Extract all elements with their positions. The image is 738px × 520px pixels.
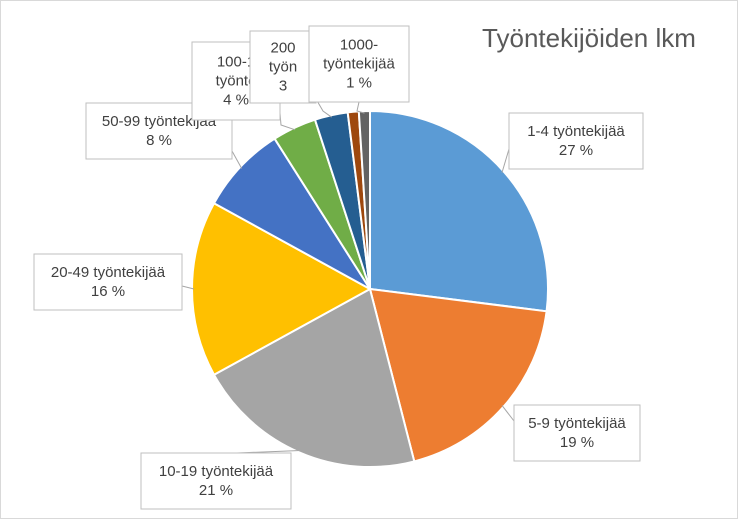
slice-name-label: 5-9 työntekijää <box>528 415 626 432</box>
leader-line <box>501 405 515 422</box>
slice-percent-label: 27 % <box>559 142 593 159</box>
data-label-box <box>508 112 644 170</box>
data-label-box <box>513 404 641 462</box>
slice-name-label: 10-19 työntekijää <box>159 463 274 480</box>
leader-line <box>315 98 332 118</box>
slice-percent-label: 21 % <box>199 482 233 499</box>
slice-percent-label: 19 % <box>560 434 594 451</box>
slice-percent-label: 1 % <box>346 75 372 92</box>
data-label: 1-4 työntekijää 27 % <box>508 112 644 170</box>
leader-line <box>279 112 296 131</box>
data-label: 10-19 työntekijää 21 % <box>140 452 292 510</box>
slice-percent-label: 4 % <box>223 92 249 109</box>
pie-slice <box>212 287 416 468</box>
data-label-box <box>140 452 292 510</box>
data-label: 20-49 työntekijää 16 % <box>33 253 183 311</box>
pie-slice <box>369 109 550 313</box>
leader-line <box>356 101 365 114</box>
slice-name-label: työntekijää <box>323 56 395 73</box>
slice-name-label: 50-99 työntekijää <box>102 113 217 130</box>
slice-name-label: 1000- <box>340 37 378 54</box>
data-label: 5-9 työntekijää 19 % <box>513 404 641 462</box>
leader-line <box>501 148 510 173</box>
slice-percent-label: 8 % <box>146 132 172 149</box>
data-label-box <box>308 25 410 103</box>
leader-line <box>181 285 195 290</box>
pie-slice <box>212 137 371 290</box>
data-label-box <box>249 30 317 104</box>
slice-percent-label: 16 % <box>91 283 125 300</box>
slice-percent-label: 3 <box>279 78 287 95</box>
leader-line <box>231 150 243 169</box>
slice-name-label: työn <box>269 59 297 76</box>
data-label-box <box>33 253 183 311</box>
slice-name-label: 100-1 <box>217 54 255 71</box>
slice-name-label: 200 <box>270 40 295 57</box>
data-label: 200 työn 3 <box>249 30 317 104</box>
chart-title: Työntekijöiden lkm <box>482 23 696 53</box>
data-label: 1000- työntekijää 1 % <box>308 25 410 103</box>
slice-name-label: 20-49 työntekijää <box>51 264 166 281</box>
slice-name-label: 1-4 työntekijää <box>527 123 625 140</box>
slice-name-label: työnte <box>216 73 257 90</box>
